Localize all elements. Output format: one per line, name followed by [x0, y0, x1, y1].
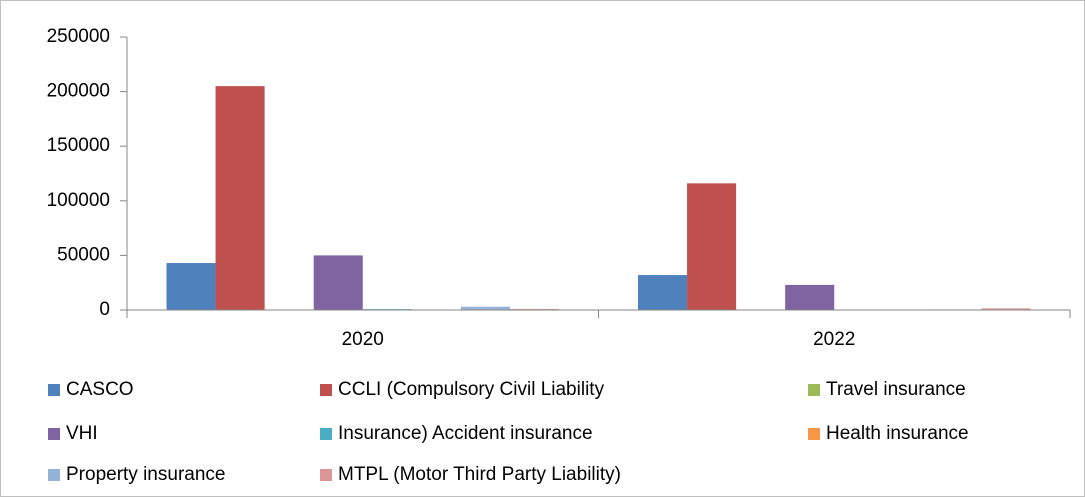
bar	[638, 275, 688, 310]
legend-label: VHI	[66, 423, 98, 444]
x-tick-label: 2022	[813, 329, 855, 350]
legend-swatch	[48, 469, 60, 481]
y-tick-label: 250000	[47, 26, 110, 47]
bar	[981, 308, 1031, 310]
legend-swatch	[808, 384, 820, 396]
legend-label: Property insurance	[66, 464, 225, 485]
legend-swatch	[320, 469, 332, 481]
x-tick-label: 2020	[342, 329, 384, 350]
legend-swatch	[48, 428, 60, 440]
legend-label: CASCO	[66, 379, 134, 400]
bar	[785, 284, 835, 310]
legend-label: Travel insurance	[826, 379, 966, 400]
y-tick-label: 200000	[47, 81, 110, 102]
legend-label: MTPL (Motor Third Party Liability)	[338, 464, 621, 485]
y-tick-label: 0	[99, 299, 110, 320]
legend-swatch	[320, 428, 332, 440]
legend-swatch	[48, 384, 60, 396]
legend-label: Health insurance	[826, 423, 969, 444]
legend-swatch	[320, 384, 332, 396]
y-tick-label: 100000	[47, 190, 110, 211]
y-tick-label: 50000	[57, 244, 110, 265]
bar	[687, 183, 737, 310]
y-tick-label: 150000	[47, 135, 110, 156]
legend-label: CCLI (Compulsory Civil Liability	[338, 379, 605, 400]
bar	[215, 86, 265, 310]
bar	[166, 263, 216, 310]
bar	[509, 308, 559, 310]
bar	[460, 306, 510, 310]
legend-swatch	[808, 428, 820, 440]
bar	[313, 255, 363, 310]
legend-label: Insurance) Accident insurance	[338, 423, 593, 444]
